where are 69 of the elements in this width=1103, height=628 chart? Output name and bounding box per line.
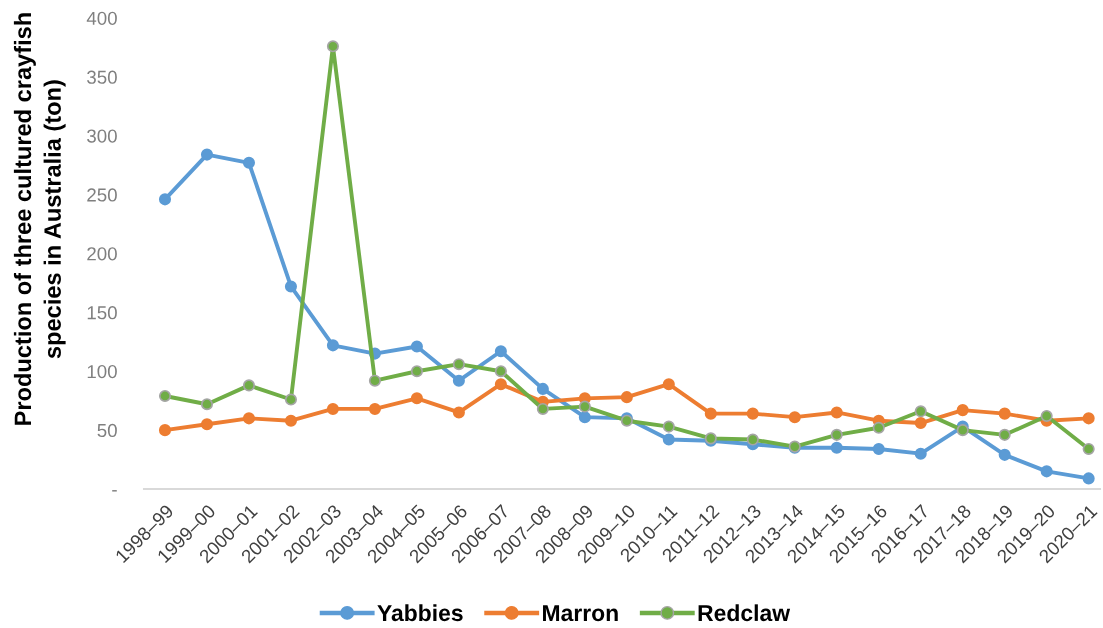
point (536, 382, 549, 395)
point (158, 389, 172, 403)
point (242, 156, 256, 169)
point (200, 148, 214, 161)
point (1082, 412, 1095, 425)
point (620, 391, 633, 404)
y-tick-label: 150 (87, 306, 117, 320)
point (662, 420, 675, 433)
point (956, 404, 969, 417)
point (956, 424, 969, 437)
point (578, 400, 591, 413)
point (326, 40, 339, 53)
point (410, 340, 423, 353)
point (242, 412, 256, 425)
y-axis-title: Production of three cultured crayfish species in Australia (ton) (13, 13, 66, 425)
point (830, 441, 843, 454)
point (284, 393, 297, 406)
point (872, 421, 885, 434)
point (578, 411, 591, 424)
point (830, 428, 843, 441)
point (1040, 409, 1053, 423)
point (368, 402, 381, 415)
point (998, 428, 1011, 441)
y-tick-label: 400 (86, 11, 117, 25)
point (452, 358, 465, 371)
point (662, 378, 675, 391)
point (1040, 465, 1053, 478)
point (242, 379, 256, 392)
point (914, 447, 927, 460)
y-tick-label: - (112, 490, 117, 492)
point (746, 407, 759, 420)
y-tick-label: 250 (87, 188, 117, 202)
point (704, 407, 717, 420)
point (326, 339, 339, 352)
point (914, 417, 927, 430)
point (1082, 472, 1095, 485)
point (536, 402, 549, 415)
point (494, 365, 507, 378)
y-tick-label: 350 (87, 70, 117, 84)
point (788, 411, 801, 424)
point (872, 442, 885, 456)
legend-label: Redclaw (698, 604, 791, 622)
point (200, 398, 214, 411)
point (494, 345, 507, 358)
point (158, 424, 172, 437)
point (746, 433, 759, 446)
y-tick-label: 50 (97, 423, 117, 438)
legend-label: Marron (543, 605, 618, 622)
y-tick-label: 300 (87, 129, 117, 143)
point (410, 365, 423, 378)
point (410, 392, 423, 405)
y-tick-label: 200 (87, 247, 117, 261)
point (1082, 442, 1095, 456)
point (998, 448, 1011, 461)
point (998, 407, 1011, 420)
point (830, 406, 843, 419)
point (200, 418, 214, 431)
point (368, 374, 381, 387)
point (452, 406, 465, 419)
point (494, 378, 507, 391)
legend-label: Yabbies (377, 604, 463, 622)
point (914, 405, 927, 418)
y-tick-label: 100 (87, 364, 117, 379)
point (284, 414, 297, 427)
point (284, 280, 297, 293)
point (158, 193, 172, 206)
point (662, 433, 675, 446)
point (452, 374, 465, 387)
point (326, 402, 339, 415)
